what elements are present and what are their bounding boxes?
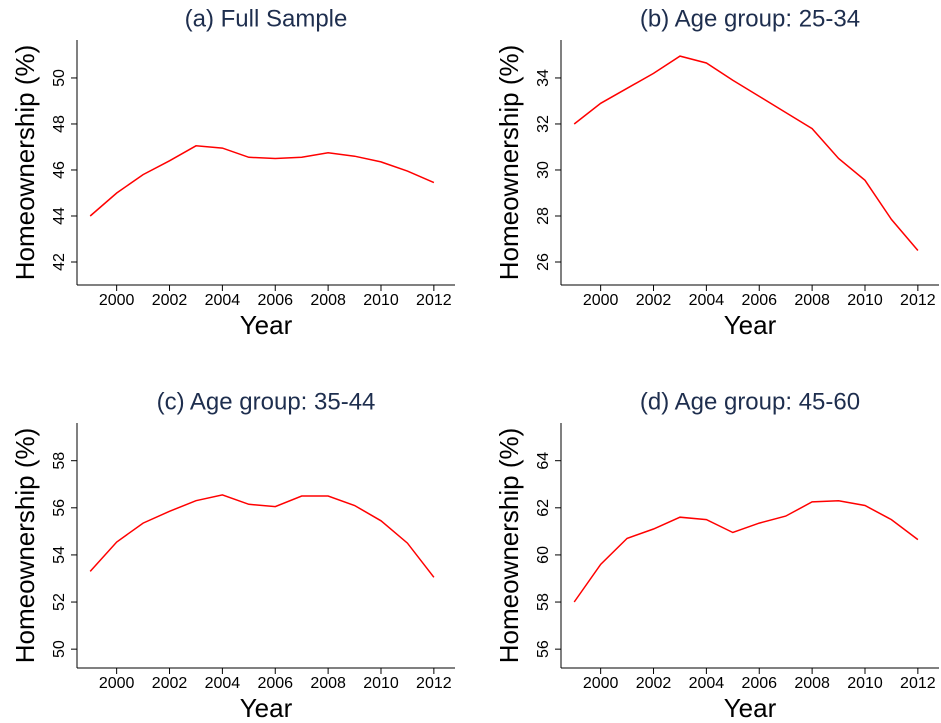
y-tick-label: 50 — [51, 69, 68, 87]
x-tick-label: 2004 — [205, 292, 241, 309]
panel-title: (b) Age group: 25-34 — [640, 5, 860, 32]
x-tick-label: 2002 — [636, 675, 672, 692]
y-tick-label: 28 — [535, 207, 552, 225]
data-line — [573, 499, 919, 603]
y-tick-label: 46 — [51, 161, 68, 179]
x-tick-label: 2004 — [689, 292, 725, 309]
y-tick-label: 62 — [535, 499, 552, 517]
x-tick-label: 2012 — [416, 675, 452, 692]
x-tick-label: 2010 — [363, 292, 399, 309]
x-tick-label: 2006 — [741, 675, 777, 692]
y-tick-label: 50 — [51, 640, 68, 658]
x-axis-label: Year — [724, 310, 777, 340]
x-tick-label: 2000 — [583, 675, 619, 692]
x-tick-label: 2000 — [99, 675, 135, 692]
y-axis-label: Homeownership (%) — [494, 428, 524, 664]
y-tick-label: 32 — [535, 115, 552, 133]
data-line — [573, 55, 919, 251]
x-tick-label: 2010 — [363, 675, 399, 692]
y-tick-label: 48 — [51, 115, 68, 133]
y-tick-label: 34 — [535, 69, 552, 87]
x-tick-label: 2002 — [152, 292, 188, 309]
y-tick-label: 42 — [51, 253, 68, 271]
x-tick-label: 2012 — [900, 675, 936, 692]
y-tick-label: 44 — [51, 207, 68, 225]
x-tick-label: 2000 — [99, 292, 135, 309]
x-tick-label: 2002 — [152, 675, 188, 692]
panel-title: (d) Age group: 45-60 — [640, 388, 860, 415]
data-line — [89, 145, 435, 217]
x-tick-label: 2012 — [416, 292, 452, 309]
x-tick-label: 2006 — [257, 675, 293, 692]
x-tick-label: 2006 — [257, 292, 293, 309]
y-tick-label: 56 — [535, 640, 552, 658]
y-tick-label: 58 — [535, 593, 552, 611]
y-tick-label: 54 — [51, 546, 68, 564]
x-tick-label: 2000 — [583, 292, 619, 309]
x-tick-label: 2002 — [636, 292, 672, 309]
x-axis-label: Year — [724, 693, 777, 723]
y-tick-label: 60 — [535, 546, 552, 564]
y-axis-label: Homeownership (%) — [10, 428, 40, 664]
panel-title: (c) Age group: 35-44 — [157, 388, 376, 415]
x-tick-label: 2012 — [900, 292, 936, 309]
x-tick-label: 2008 — [310, 292, 346, 309]
x-tick-label: 2010 — [847, 292, 883, 309]
panel-title: (a) Full Sample — [185, 5, 348, 32]
x-axis-label: Year — [240, 693, 293, 723]
y-tick-label: 64 — [535, 452, 552, 470]
y-tick-label: 56 — [51, 499, 68, 517]
x-tick-label: 2008 — [794, 675, 830, 692]
y-tick-label: 58 — [51, 452, 68, 470]
y-tick-label: 52 — [51, 593, 68, 611]
y-axis-label: Homeownership (%) — [10, 45, 40, 281]
x-axis-label: Year — [240, 310, 293, 340]
x-tick-label: 2004 — [205, 675, 241, 692]
y-tick-label: 26 — [535, 253, 552, 271]
x-tick-label: 2004 — [689, 675, 725, 692]
y-tick-label: 30 — [535, 161, 552, 179]
x-tick-label: 2008 — [794, 292, 830, 309]
x-tick-label: 2008 — [310, 675, 346, 692]
x-tick-label: 2006 — [741, 292, 777, 309]
y-axis-label: Homeownership (%) — [494, 45, 524, 281]
data-line — [89, 494, 435, 578]
x-tick-label: 2010 — [847, 675, 883, 692]
